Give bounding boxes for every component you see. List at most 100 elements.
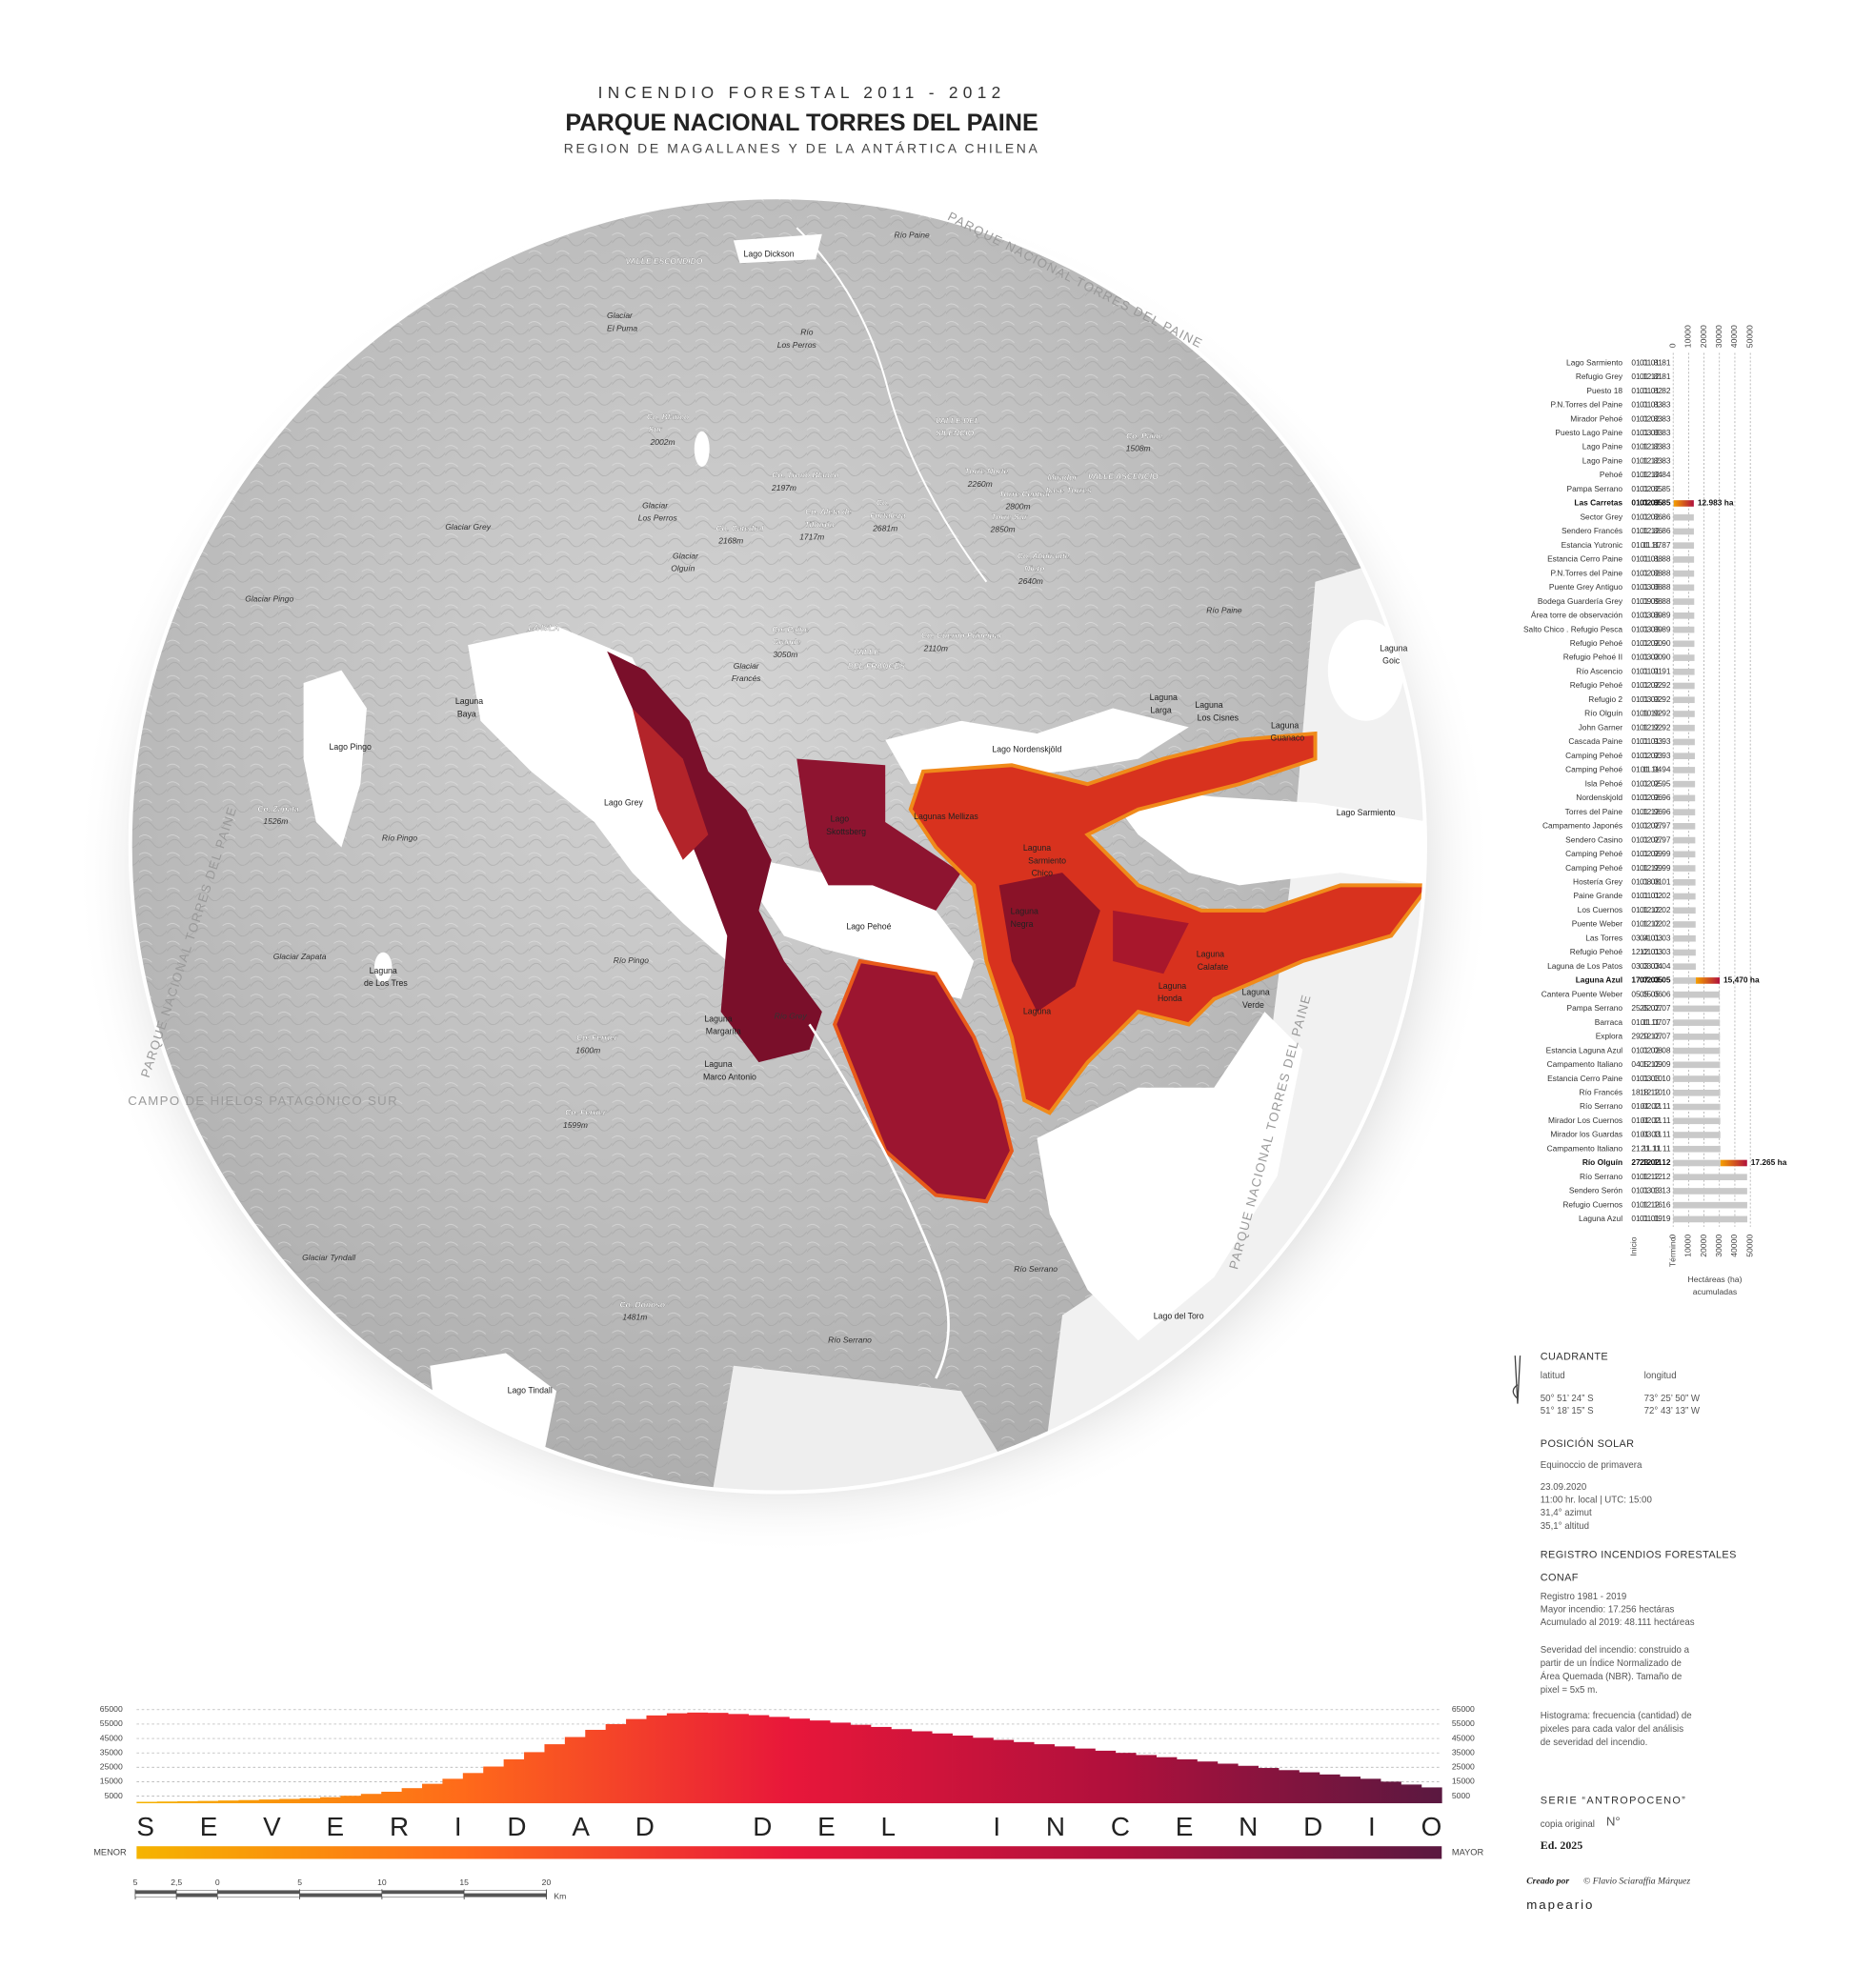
info-text: pixeles para cada valor del análisis	[1541, 1724, 1683, 1735]
lake	[758, 859, 975, 999]
row-name: Puente Grey Antiguo	[1549, 582, 1622, 592]
scale-label: 10	[377, 1878, 387, 1887]
map-label: Sarmiento	[1028, 855, 1066, 865]
row-end: 01.02.90	[1640, 638, 1671, 648]
map-label: DEL FRANCÉS	[848, 661, 906, 671]
bar	[1695, 977, 1721, 984]
map-label: 1508m	[1126, 444, 1151, 453]
row-end: 01.03.88	[1640, 582, 1671, 592]
row-name: Puesto 18	[1586, 386, 1622, 395]
map-label: Co. Trono Blanco	[772, 471, 839, 480]
row-name: Lago Paine	[1582, 455, 1623, 465]
row-end: 01.03.83	[1640, 428, 1671, 437]
bar	[340, 1796, 362, 1804]
scale-segment	[217, 1893, 300, 1898]
column-header: Inicio	[1628, 1236, 1638, 1255]
bar	[524, 1752, 545, 1804]
accumulated-base	[1673, 767, 1696, 773]
bar	[911, 1731, 933, 1804]
bar	[483, 1766, 505, 1804]
row-name: Río Ascencio	[1576, 666, 1622, 675]
map-label: Río Pingo	[382, 833, 418, 842]
map-label: Baya	[457, 709, 476, 718]
bar	[401, 1788, 423, 1804]
row-name: Camping Pehoé	[1565, 863, 1622, 873]
info-title: CUADRANTE	[1541, 1351, 1608, 1362]
row-start: 01.12.02	[1631, 905, 1663, 914]
row-name: Área torre de observación	[1531, 611, 1623, 620]
y-tick-label: 35000	[100, 1747, 123, 1757]
row-name: Lago Sarmiento	[1566, 357, 1622, 367]
row-start: 01.12.92	[1631, 722, 1663, 732]
row-start: 01.03.10	[1631, 1074, 1663, 1083]
scale-segment	[381, 1893, 465, 1898]
scale-segment	[175, 1893, 218, 1898]
row-end: 01.02.95	[1640, 778, 1671, 788]
map-label: Grande	[773, 637, 801, 647]
info-text: CONAF	[1541, 1573, 1579, 1584]
row-end: 01.02.11	[1641, 1101, 1671, 1111]
map-label: 2002m	[650, 437, 675, 447]
row-start: 01.12.96	[1631, 807, 1663, 816]
x-tick-label: 0	[1667, 343, 1677, 348]
map-label: Lago Dickson	[744, 249, 795, 258]
accumulated-base	[1673, 682, 1695, 690]
accumulated-base	[1673, 780, 1696, 788]
accumulated-base	[1673, 584, 1695, 592]
row-end: 01.11.87	[1641, 540, 1671, 550]
row-start: 01.12.83	[1631, 455, 1663, 465]
accumulated-base	[1673, 711, 1695, 717]
y-tick-label: 5000	[1452, 1791, 1470, 1800]
x-tick-label: 30000	[1714, 1235, 1723, 1257]
row-end: 01.12.92	[1640, 722, 1671, 732]
y-tick-label: 65000	[100, 1704, 123, 1714]
copy-label: copia original	[1541, 1819, 1595, 1830]
accumulated-base	[1673, 878, 1696, 886]
map-label: Margarita	[706, 1027, 741, 1036]
row-end: 01.01.91	[1640, 666, 1671, 675]
row-end: 01.12.83	[1640, 442, 1671, 452]
row-start: 17.02.05	[1631, 975, 1663, 985]
row-end: 01.01.19	[1640, 1214, 1671, 1223]
accumulated-base	[1673, 921, 1696, 928]
map-label: VALLE DEL	[936, 415, 980, 425]
row-name: Isla Pehoé	[1585, 778, 1623, 788]
row-start: 01.11.07	[1631, 1017, 1662, 1027]
map-frame	[128, 195, 1427, 1495]
map-label: Laguna	[1023, 843, 1051, 853]
row-name: Bodega Guardería Grey	[1538, 596, 1623, 606]
map-label: Río Serrano	[1014, 1264, 1058, 1274]
row-name: Campamento Italiano	[1547, 1059, 1623, 1069]
scale-segment	[175, 1890, 218, 1895]
row-name: Mirador los Guardas	[1550, 1130, 1622, 1139]
row-end: 01.01.83	[1640, 400, 1671, 410]
map-label: Laguna	[1023, 1006, 1051, 1015]
row-end: 04.01.03	[1640, 933, 1671, 942]
row-start: 01.11.87	[1631, 540, 1662, 550]
row-name: Río Olguín	[1584, 709, 1622, 718]
scale-label: 0	[215, 1878, 220, 1887]
row-start: 01.03.89	[1631, 611, 1663, 620]
map-label: SILENCIO	[936, 429, 974, 438]
accumulated-base	[1673, 626, 1695, 633]
info-text: Severidad del incendio: construido a	[1541, 1645, 1690, 1656]
row-start: 01.10.92	[1631, 709, 1663, 718]
fire-records: 0 0 10000 10000 20000 20000 30000 30000 40000 400…	[1523, 325, 1787, 1296]
map-label: Glaciar Grey	[445, 522, 491, 532]
row-start: 01.03.83	[1631, 428, 1663, 437]
row-name: Salto Chico . Refugio Pesca	[1523, 624, 1622, 633]
row-end: 01.12.02	[1640, 919, 1671, 929]
row-name: Refugio Pehoé	[1570, 947, 1623, 956]
info-text: 11:00 hr. local | UTC: 15:00	[1541, 1495, 1653, 1505]
row-end: 12.01.03	[1640, 947, 1671, 956]
scale-segment	[463, 1890, 547, 1895]
row-end: 25.02.07	[1640, 1003, 1671, 1013]
row-end: 03.03.04	[1640, 961, 1671, 971]
bar	[279, 1798, 300, 1804]
accumulated-base	[1673, 668, 1695, 675]
row-start: 01.12.02	[1631, 919, 1663, 929]
row-end: 01.03.92	[1640, 694, 1671, 704]
row-end: 01.02.08	[1640, 1045, 1671, 1054]
accumulated-base	[1673, 1075, 1721, 1082]
y-tick-label: 15000	[1452, 1777, 1475, 1786]
